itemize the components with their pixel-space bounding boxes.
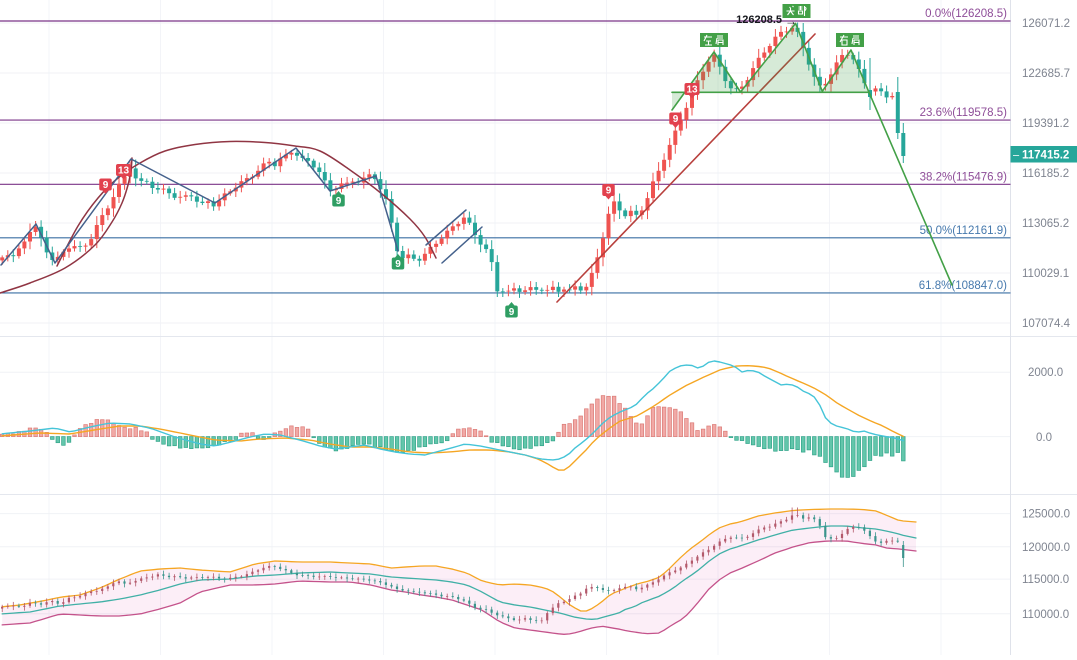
svg-text:116185.2: 116185.2 xyxy=(1022,168,1069,180)
svg-text:117415.2: 117415.2 xyxy=(1022,150,1069,162)
svg-text:→: → xyxy=(785,14,797,28)
svg-text:13: 13 xyxy=(686,85,698,96)
svg-text:0.0: 0.0 xyxy=(1036,432,1052,444)
svg-text:107074.4: 107074.4 xyxy=(1022,318,1071,330)
svg-text:13: 13 xyxy=(118,166,130,177)
svg-text:9: 9 xyxy=(103,180,109,191)
svg-text:122685.7: 122685.7 xyxy=(1022,68,1070,80)
svg-text:50.0%(112161.9): 50.0%(112161.9) xyxy=(920,225,1008,237)
svg-text:126071.2: 126071.2 xyxy=(1022,18,1070,30)
svg-text:113065.2: 113065.2 xyxy=(1022,218,1069,230)
svg-text:9: 9 xyxy=(336,196,342,207)
svg-text:61.8%(108847.0): 61.8%(108847.0) xyxy=(919,280,1007,292)
svg-text:2000.0: 2000.0 xyxy=(1028,367,1063,379)
svg-text:0.0%(126208.5): 0.0%(126208.5) xyxy=(925,8,1007,20)
svg-text:–: – xyxy=(1013,150,1020,162)
svg-text:23.6%(119578.5): 23.6%(119578.5) xyxy=(920,107,1008,119)
svg-text:9: 9 xyxy=(509,307,515,318)
svg-text:9: 9 xyxy=(673,114,679,125)
svg-text:115000.0: 115000.0 xyxy=(1022,574,1069,586)
svg-text:125000.0: 125000.0 xyxy=(1022,509,1070,521)
svg-text:9: 9 xyxy=(395,259,401,270)
svg-text:120000.0: 120000.0 xyxy=(1022,542,1070,554)
svg-text:110029.1: 110029.1 xyxy=(1022,268,1069,280)
svg-text:38.2%(115476.9): 38.2%(115476.9) xyxy=(920,171,1008,183)
svg-text:9: 9 xyxy=(606,186,612,197)
svg-text:126208.5: 126208.5 xyxy=(736,14,782,26)
svg-text:119391.2: 119391.2 xyxy=(1022,118,1069,130)
svg-text:110000.0: 110000.0 xyxy=(1022,609,1069,621)
